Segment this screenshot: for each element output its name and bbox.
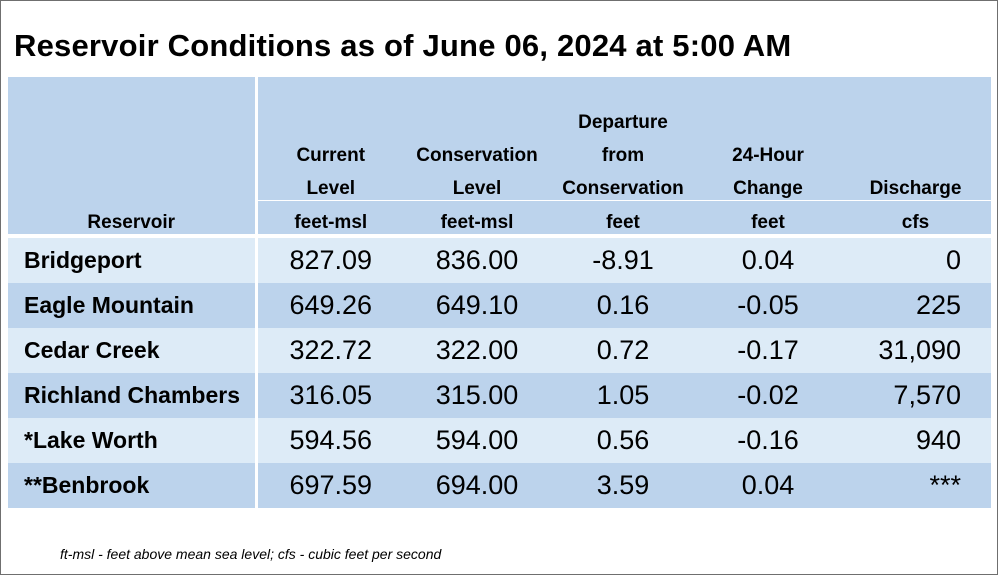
cell-24h-change: -0.17 — [696, 328, 840, 373]
cell-departure: 0.72 — [550, 328, 696, 373]
cell-discharge: 940 — [840, 418, 991, 463]
header-current-unit: feet-msl — [256, 200, 404, 238]
table-row: **Benbrook 697.59 694.00 3.59 0.04 *** — [8, 463, 991, 508]
header-change-line2: 24-Hour — [696, 134, 840, 167]
header-change-line1 — [696, 77, 840, 134]
cell-reservoir: Eagle Mountain — [8, 283, 258, 328]
cell-current-level: 594.56 — [256, 418, 404, 463]
header-conservation-unit: feet-msl — [404, 200, 550, 238]
cell-departure: 3.59 — [550, 463, 696, 508]
cell-departure: 0.56 — [550, 418, 696, 463]
cell-current-level: 827.09 — [256, 236, 404, 283]
cell-discharge: 7,570 — [840, 373, 991, 418]
header-departure-line2: from — [550, 134, 696, 167]
header-discharge-unit: cfs — [840, 200, 991, 238]
header-current-line3: Level — [256, 167, 404, 201]
header-discharge-line1 — [840, 77, 991, 134]
cell-conservation-level: 836.00 — [404, 236, 550, 283]
header-conservation-line2: Conservation — [404, 134, 550, 167]
table-row: Bridgeport 827.09 836.00 -8.91 0.04 0 — [8, 236, 991, 283]
header-departure-unit: feet — [550, 200, 696, 238]
header-discharge-line3: Discharge — [840, 167, 991, 201]
cell-conservation-level: 649.10 — [404, 283, 550, 328]
cell-reservoir: Richland Chambers — [8, 373, 258, 418]
header-reservoir-line2 — [8, 134, 258, 167]
header-conservation-line1 — [404, 77, 550, 134]
cell-current-level: 322.72 — [256, 328, 404, 373]
cell-discharge: 0 — [840, 236, 991, 283]
header-row-2: Current Conservation from 24-Hour — [8, 134, 991, 167]
table-title: Reservoir Conditions as of June 06, 2024… — [14, 28, 792, 63]
table-row: Richland Chambers 316.05 315.00 1.05 -0.02 7,… — [8, 373, 991, 418]
cell-current-level: 649.26 — [256, 283, 404, 328]
header-discharge-line2 — [840, 134, 991, 167]
cell-reservoir: Bridgeport — [8, 236, 258, 283]
header-change-line3: Change — [696, 167, 840, 201]
cell-conservation-level: 694.00 — [404, 463, 550, 508]
header-departure-line1: Departure — [550, 77, 696, 134]
header-current-line2: Current — [256, 134, 404, 167]
cell-24h-change: 0.04 — [696, 463, 840, 508]
cell-current-level: 697.59 — [256, 463, 404, 508]
cell-24h-change: -0.16 — [696, 418, 840, 463]
header-change-unit: feet — [696, 200, 840, 238]
cell-conservation-level: 322.00 — [404, 328, 550, 373]
cell-24h-change: -0.02 — [696, 373, 840, 418]
table-row: Eagle Mountain 649.26 649.10 0.16 -0.05 225 — [8, 283, 991, 328]
cell-reservoir: *Lake Worth — [8, 418, 258, 463]
cell-conservation-level: 315.00 — [404, 373, 550, 418]
cell-reservoir: Cedar Creek — [8, 328, 258, 373]
header-reservoir-label: Reservoir — [8, 200, 258, 238]
cell-conservation-level: 594.00 — [404, 418, 550, 463]
header-departure-line3: Conservation — [550, 167, 696, 201]
cell-current-level: 316.05 — [256, 373, 404, 418]
header-reservoir-line3 — [8, 167, 258, 201]
reservoir-table: Departure Current Conservation from 24-H… — [8, 77, 991, 508]
footnote: ft-msl - feet above mean sea level; cfs … — [60, 546, 442, 562]
cell-discharge: 31,090 — [840, 328, 991, 373]
table-row: *Lake Worth 594.56 594.00 0.56 -0.16 940 — [8, 418, 991, 463]
table-row: Cedar Creek 322.72 322.00 0.72 -0.17 31,090 — [8, 328, 991, 373]
cell-departure: -8.91 — [550, 236, 696, 283]
cell-discharge: *** — [840, 463, 991, 508]
cell-24h-change: -0.05 — [696, 283, 840, 328]
cell-24h-change: 0.04 — [696, 236, 840, 283]
header-conservation-line3: Level — [404, 167, 550, 201]
cell-departure: 0.16 — [550, 283, 696, 328]
header-row-1: Departure — [8, 77, 991, 134]
header-reservoir-line1 — [8, 77, 258, 134]
header-row-3: Level Level Conservation Change Discharg… — [8, 167, 991, 201]
header-current-line1 — [256, 77, 404, 134]
header-row-units: Reservoir feet-msl feet-msl feet feet cf… — [8, 200, 991, 238]
cell-discharge: 225 — [840, 283, 991, 328]
cell-reservoir: **Benbrook — [8, 463, 258, 508]
cell-departure: 1.05 — [550, 373, 696, 418]
